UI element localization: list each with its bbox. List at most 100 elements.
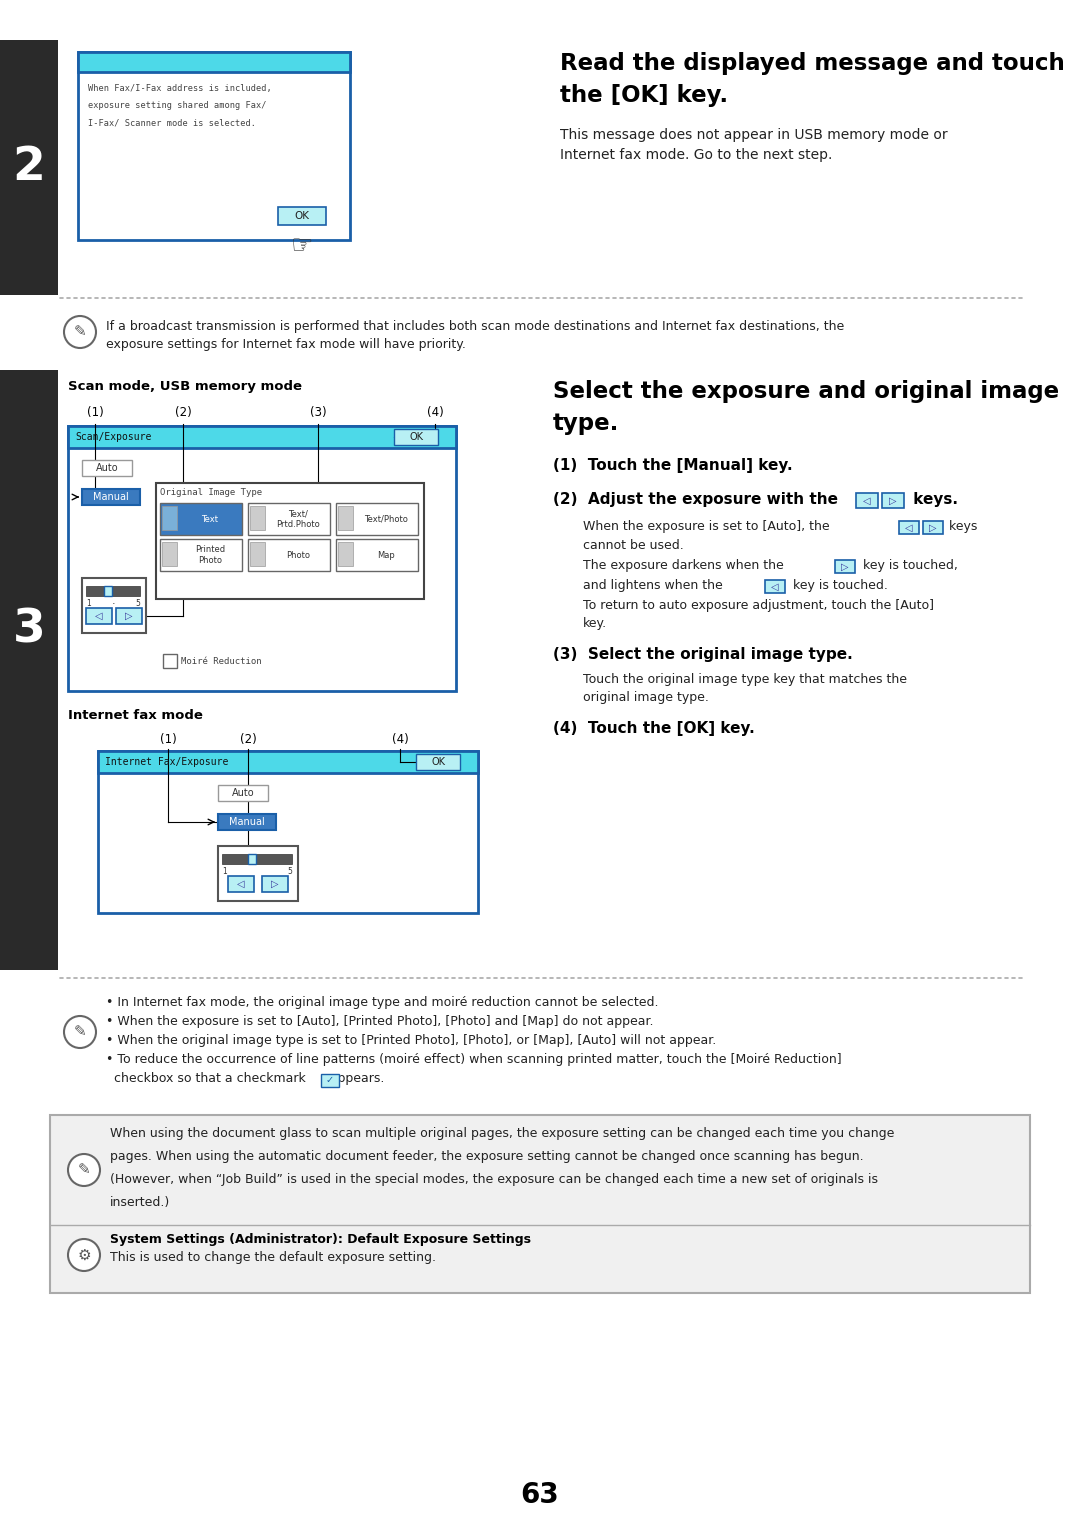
Text: To return to auto exposure adjustment, touch the [Auto]: To return to auto exposure adjustment, t…	[583, 599, 934, 613]
Bar	[278, 206, 326, 225]
Text: The exposure darkens when the: The exposure darkens when the	[583, 559, 784, 571]
Text: ✎: ✎	[78, 1163, 91, 1178]
Text: (4): (4)	[392, 733, 408, 746]
Circle shape	[64, 1016, 96, 1048]
Text: (2)  Adjust the exposure with the: (2) Adjust the exposure with the	[553, 492, 838, 507]
Text: pages. When using the automatic document feeder, the exposure setting cannot be : pages. When using the automatic document…	[110, 1151, 864, 1163]
Bar	[160, 503, 242, 535]
Bar	[899, 521, 919, 533]
Bar	[0, 370, 58, 970]
Text: (However, when “Job Build” is used in the special modes, the exposure can be cha: (However, when “Job Build” is used in th…	[110, 1174, 878, 1186]
Bar	[338, 506, 353, 530]
Text: Scan/Exposure: Scan/Exposure	[75, 432, 151, 442]
Text: checkbox so that a checkmark      appears.: checkbox so that a checkmark appears.	[106, 1073, 384, 1085]
Text: (1)  Touch the [Manual] key.: (1) Touch the [Manual] key.	[553, 458, 793, 474]
Text: ⚙: ⚙	[77, 1247, 91, 1262]
Text: Text: Text	[202, 515, 218, 524]
Circle shape	[68, 1239, 100, 1271]
Bar	[98, 750, 478, 773]
Bar	[248, 503, 330, 535]
Text: (1): (1)	[160, 733, 176, 746]
Bar	[262, 876, 288, 892]
Text: Text/
Prtd.Photo: Text/ Prtd.Photo	[276, 509, 320, 529]
Text: OK: OK	[431, 756, 445, 767]
Text: Select the exposure and original image: Select the exposure and original image	[553, 380, 1059, 403]
Text: 3: 3	[13, 608, 45, 652]
Bar	[163, 654, 177, 668]
Text: type.: type.	[553, 413, 619, 435]
Text: • When the original image type is set to [Printed Photo], [Photo], or [Map], [Au: • When the original image type is set to…	[106, 1034, 716, 1047]
Text: This is used to change the default exposure setting.: This is used to change the default expos…	[110, 1251, 436, 1264]
Text: When using the document glass to scan multiple original pages, the exposure sett: When using the document glass to scan mu…	[110, 1128, 894, 1140]
Bar	[249, 506, 265, 530]
Bar	[248, 854, 256, 863]
Text: When the exposure is set to [Auto], the: When the exposure is set to [Auto], the	[583, 520, 829, 533]
Text: ◁: ◁	[905, 523, 913, 532]
Text: 1: 1	[222, 866, 227, 876]
Text: cannot be used.: cannot be used.	[583, 539, 684, 552]
Bar	[162, 506, 177, 530]
Bar	[248, 539, 330, 571]
Text: ✎: ✎	[73, 1024, 86, 1039]
Bar	[0, 40, 58, 295]
Bar	[416, 753, 460, 770]
Text: Text/Photo: Text/Photo	[364, 515, 408, 524]
Text: (3): (3)	[310, 406, 326, 419]
Text: (3)  Select the original image type.: (3) Select the original image type.	[553, 646, 853, 662]
Bar	[162, 542, 177, 565]
Bar	[98, 750, 478, 914]
Text: ◁: ◁	[863, 495, 870, 506]
Bar	[249, 542, 265, 565]
Text: Printed
Photo: Printed Photo	[194, 545, 225, 565]
Text: ✎: ✎	[73, 324, 86, 339]
Text: key is touched,: key is touched,	[859, 559, 958, 571]
Text: keys.: keys.	[908, 492, 958, 507]
Text: Manual: Manual	[93, 492, 129, 503]
Text: exposure setting shared among Fax/: exposure setting shared among Fax/	[87, 101, 267, 110]
Bar	[835, 559, 855, 573]
Text: (4): (4)	[427, 406, 444, 419]
Text: exposure settings for Internet fax mode will have priority.: exposure settings for Internet fax mode …	[106, 338, 465, 351]
Text: • In Internet fax mode, the original image type and moiré reduction cannot be se: • In Internet fax mode, the original ima…	[106, 996, 659, 1008]
Text: ▷: ▷	[125, 611, 133, 620]
Text: ▷: ▷	[889, 495, 896, 506]
Text: and lightens when the: and lightens when the	[583, 579, 723, 591]
Text: Scan mode, USB memory mode: Scan mode, USB memory mode	[68, 380, 302, 393]
Bar	[78, 52, 350, 72]
Text: 2: 2	[13, 145, 45, 189]
Bar	[218, 785, 268, 801]
Text: keys: keys	[945, 520, 977, 533]
Bar	[156, 483, 424, 599]
Text: ✓: ✓	[326, 1076, 334, 1085]
Text: Read the displayed message and touch: Read the displayed message and touch	[561, 52, 1065, 75]
Text: ◁: ◁	[95, 611, 103, 620]
Text: ·: ·	[112, 599, 116, 610]
Text: • To reduce the occurrence of line patterns (moiré effect) when scanning printed: • To reduce the occurrence of line patte…	[106, 1053, 841, 1067]
Text: Map: Map	[377, 550, 395, 559]
Bar	[82, 460, 132, 477]
Bar	[923, 521, 943, 533]
Bar	[78, 52, 350, 240]
Text: OK: OK	[295, 211, 310, 222]
Text: (2): (2)	[175, 406, 191, 419]
Text: Manual: Manual	[229, 817, 265, 827]
Text: • When the exposure is set to [Auto], [Printed Photo], [Photo] and [Map] do not : • When the exposure is set to [Auto], [P…	[106, 1015, 653, 1028]
Bar	[104, 587, 112, 596]
Text: I-Fax/ Scanner mode is selected.: I-Fax/ Scanner mode is selected.	[87, 118, 256, 127]
Text: ▷: ▷	[929, 523, 936, 532]
Text: 1: 1	[86, 599, 91, 608]
Text: ☞: ☞	[291, 234, 313, 258]
Bar	[160, 539, 242, 571]
Text: Internet fax mode. Go to the next step.: Internet fax mode. Go to the next step.	[561, 148, 833, 162]
Text: Moiré Reduction: Moiré Reduction	[181, 657, 261, 666]
Bar	[228, 876, 254, 892]
Bar	[394, 429, 438, 445]
Bar	[82, 489, 140, 504]
Bar	[338, 542, 353, 565]
Bar	[765, 581, 785, 593]
Text: ◁: ◁	[238, 879, 245, 889]
Text: Internet Fax/Exposure: Internet Fax/Exposure	[105, 756, 228, 767]
Text: System Settings (Administrator): Default Exposure Settings: System Settings (Administrator): Default…	[110, 1233, 531, 1245]
Text: When Fax/I-Fax address is included,: When Fax/I-Fax address is included,	[87, 84, 272, 93]
Bar	[336, 539, 418, 571]
